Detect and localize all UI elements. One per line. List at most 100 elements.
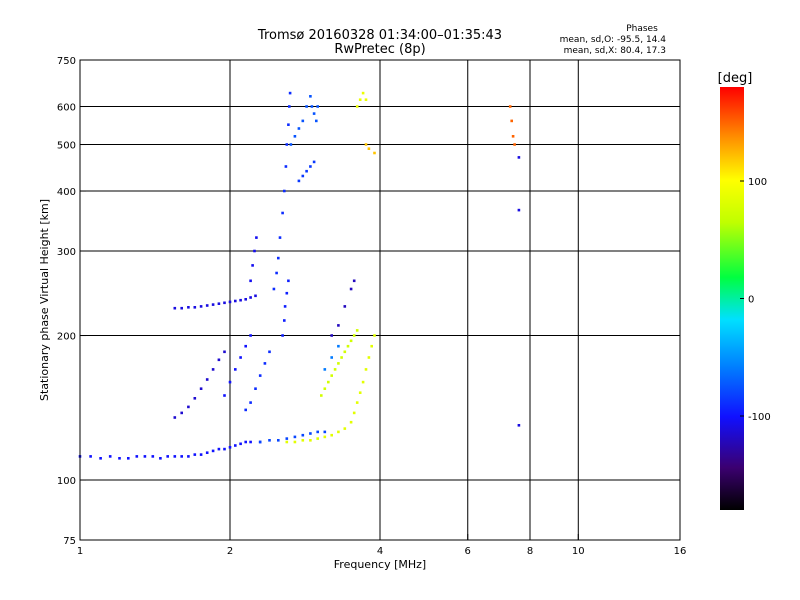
echo-point-s2 [373,334,376,337]
echo-point-s2 [337,430,340,434]
stats-x: mean, sd,X: 80.4, 17.3 [564,46,666,56]
echo-point-s14 [323,368,327,371]
echo-point-s14 [337,344,340,348]
y-tick-label: 600 [57,103,76,114]
echo-point-s3 [352,334,356,337]
y-tick-label: 750 [57,56,76,67]
echo-point-s7 [297,127,301,130]
echo-point-s8 [312,160,316,164]
echo-point-s6 [283,319,286,322]
echo-point-s3 [349,339,353,343]
echo-point-s4 [249,296,252,299]
colorbar-title: [deg] [718,71,753,86]
echo-point-s2 [349,420,353,424]
echo-point-s10 [239,356,242,359]
y-tick-label: 300 [57,247,76,258]
echo-point-s3 [346,344,350,348]
echo-point-s0 [127,457,130,460]
echo-point-s9 [217,358,221,362]
echo-point-s9 [187,405,190,409]
stats-title: Phases [626,24,658,34]
echo-point-s1 [309,432,312,435]
echo-point-s15 [361,91,365,95]
echo-point-s4 [239,298,242,302]
echo-point-s0 [166,455,169,458]
echo-point-s6 [281,334,284,337]
echo-point-s15 [358,98,362,101]
echo-point-s13 [330,334,333,337]
chart-title-line1: Tromsø 20160328 01:34:00–01:35:43 [257,28,502,43]
echo-point-s0 [99,457,102,460]
colorbar-tick-label: 100 [748,177,767,188]
echo-point-s13 [337,324,340,327]
echo-point-s14 [330,356,333,359]
x-tick-label: 2 [227,546,233,557]
echo-point-s13 [349,287,353,291]
echo-point-s4 [199,305,203,308]
echo-point-s2 [316,437,319,440]
y-tick-label: 75 [63,536,76,547]
echo-point-s3 [333,368,337,371]
echo-point-s5 [281,211,284,215]
chart-title-line2: RwPretec (8p) [334,42,425,57]
echo-point-s9 [205,378,209,381]
echo-point-s10 [249,334,252,337]
echo-point-s8 [301,174,305,178]
colorbar-tick-label: -100 [748,412,771,423]
echo-point-s3 [340,356,343,359]
echo-point-s1 [277,439,280,442]
echo-point-s4 [244,298,247,301]
echo-point-s2 [361,380,365,384]
echo-point-s10 [234,368,237,371]
colorbar-ticks: 100 0 -100 [740,177,771,423]
echo-point-s4 [217,302,221,305]
echo-point-s5 [285,143,289,146]
echo-point-s3 [327,380,330,384]
echo-point-s7 [315,119,318,123]
echo-point-s4 [173,306,177,310]
echo-point-s2 [352,411,356,415]
echo-point-s5 [284,165,288,168]
echo-point-s9 [199,387,203,390]
x-tick-label: 4 [377,546,383,557]
echo-point-s8 [305,169,308,173]
echo-point-s10 [244,344,247,348]
x-tick-label: 6 [465,546,471,557]
echo-point-s1 [301,433,305,437]
y-axis-ticks: 75 100 200 300 400 500 600 750 [57,56,86,547]
echo-point-s0 [199,453,203,456]
x-tick-label: 16 [674,546,687,557]
y-tick-label: 400 [57,187,76,198]
stats-o: mean, sd,O: -95.5, 14.4 [560,35,667,45]
echo-point-s3 [355,329,359,332]
echo-point-s4 [180,306,183,310]
echo-point-s5 [283,189,286,193]
echo-point-s15 [364,98,368,101]
echo-point-s3 [320,394,323,397]
x-tick-label: 8 [527,546,533,557]
echo-point-s7 [289,143,293,146]
echo-point-s0 [108,455,112,458]
x-axis-ticks: 1 2 4 6 8 10 16 [77,534,687,557]
echo-point-s0 [118,457,121,460]
echo-point-s2 [343,427,347,430]
y-tick-label: 100 [57,476,76,487]
echo-point-s9 [223,350,226,354]
echo-point-s0 [193,453,197,456]
echo-point-s1 [293,435,297,439]
echo-point-s0 [159,457,162,460]
echo-point-s1 [323,430,327,434]
echo-point-s9 [211,368,215,371]
y-axis-label: Stationary phase Virtual Height [km] [38,199,51,401]
echo-point-s7 [316,105,319,108]
echo-point-s4 [254,294,257,298]
echo-point-s0 [239,442,242,446]
echo-point-s3 [343,350,347,354]
echo-point-s8 [297,179,301,183]
echo-point-s3 [337,362,340,365]
echo-point-s0 [217,447,221,451]
echo-point-s9 [173,416,177,419]
echo-point-s1 [285,437,289,440]
echo-point-s7 [301,119,305,123]
echo-point-s10 [228,380,232,384]
